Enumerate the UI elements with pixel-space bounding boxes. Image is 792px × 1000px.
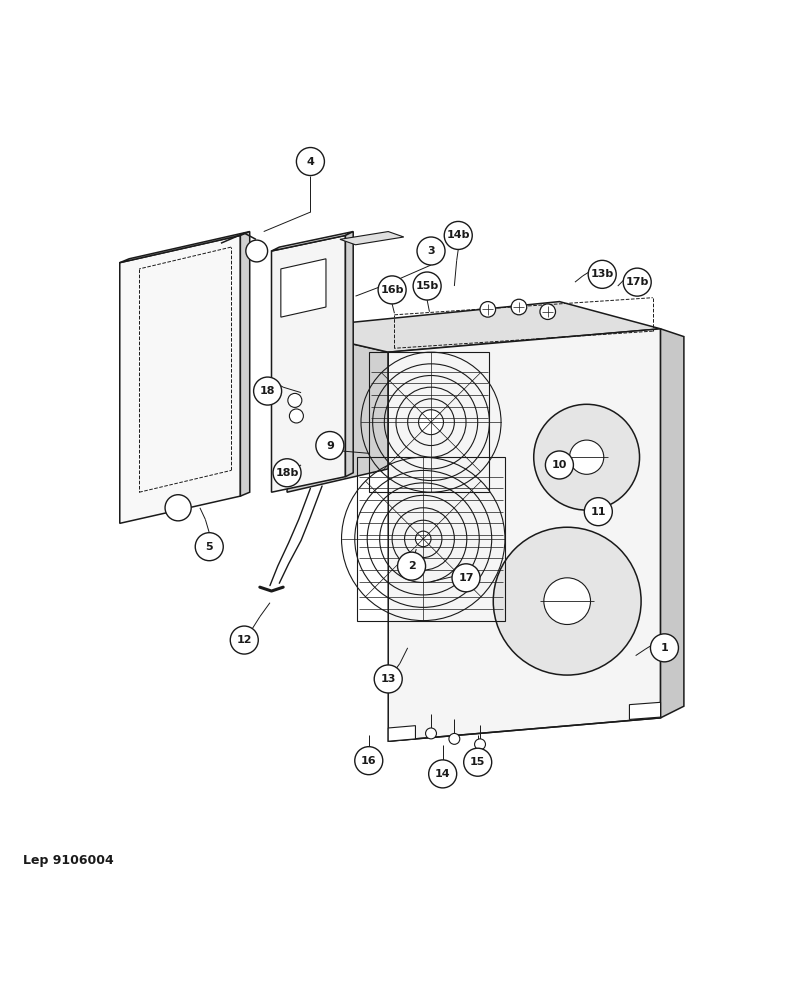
Text: 1: 1 bbox=[661, 643, 668, 653]
Polygon shape bbox=[661, 329, 684, 718]
Circle shape bbox=[374, 665, 402, 693]
Polygon shape bbox=[630, 702, 661, 719]
Text: 2: 2 bbox=[408, 561, 416, 571]
Polygon shape bbox=[120, 232, 249, 263]
Circle shape bbox=[165, 495, 191, 521]
Text: 14: 14 bbox=[435, 769, 451, 779]
Circle shape bbox=[378, 276, 406, 304]
Text: 15: 15 bbox=[470, 757, 485, 767]
Circle shape bbox=[569, 440, 604, 474]
Text: 12: 12 bbox=[237, 635, 252, 645]
Text: 13: 13 bbox=[380, 674, 396, 684]
Text: 4: 4 bbox=[307, 157, 314, 167]
Polygon shape bbox=[272, 235, 345, 492]
Circle shape bbox=[398, 552, 425, 580]
Circle shape bbox=[444, 221, 472, 249]
Circle shape bbox=[428, 760, 457, 788]
Circle shape bbox=[289, 409, 303, 423]
Circle shape bbox=[480, 302, 496, 317]
Circle shape bbox=[273, 459, 301, 487]
Polygon shape bbox=[388, 329, 661, 741]
Circle shape bbox=[355, 747, 383, 775]
Text: 16b: 16b bbox=[380, 285, 404, 295]
Polygon shape bbox=[120, 235, 241, 523]
Text: 17b: 17b bbox=[626, 277, 649, 287]
Text: 11: 11 bbox=[591, 507, 606, 517]
Polygon shape bbox=[345, 232, 353, 477]
Circle shape bbox=[493, 527, 641, 675]
Circle shape bbox=[417, 237, 445, 265]
Text: 10: 10 bbox=[552, 460, 567, 470]
Polygon shape bbox=[241, 232, 249, 496]
Circle shape bbox=[452, 564, 480, 592]
Circle shape bbox=[425, 728, 436, 739]
Circle shape bbox=[413, 272, 441, 300]
Circle shape bbox=[588, 260, 616, 288]
Text: 5: 5 bbox=[205, 542, 213, 552]
Text: 18b: 18b bbox=[276, 468, 299, 478]
Polygon shape bbox=[287, 302, 661, 352]
Text: 9: 9 bbox=[326, 441, 333, 451]
Circle shape bbox=[544, 578, 591, 624]
Circle shape bbox=[463, 748, 492, 776]
Text: 18: 18 bbox=[260, 386, 276, 396]
Polygon shape bbox=[340, 232, 404, 245]
Text: 3: 3 bbox=[427, 246, 435, 256]
Circle shape bbox=[416, 531, 431, 547]
Circle shape bbox=[623, 268, 651, 296]
Polygon shape bbox=[281, 259, 326, 317]
Circle shape bbox=[246, 240, 268, 262]
Circle shape bbox=[316, 432, 344, 460]
Circle shape bbox=[296, 148, 325, 176]
Text: 14b: 14b bbox=[447, 230, 470, 240]
Text: 15b: 15b bbox=[416, 281, 439, 291]
Circle shape bbox=[287, 393, 302, 407]
Circle shape bbox=[230, 626, 258, 654]
Circle shape bbox=[650, 634, 679, 662]
Polygon shape bbox=[388, 726, 416, 741]
Polygon shape bbox=[272, 232, 353, 251]
Circle shape bbox=[196, 533, 223, 561]
Text: Lep 9106004: Lep 9106004 bbox=[22, 854, 113, 867]
Circle shape bbox=[584, 498, 612, 526]
Circle shape bbox=[449, 733, 460, 744]
Polygon shape bbox=[287, 329, 388, 492]
Circle shape bbox=[546, 451, 573, 479]
Circle shape bbox=[418, 410, 444, 435]
Text: 17: 17 bbox=[459, 573, 474, 583]
Circle shape bbox=[253, 377, 282, 405]
Circle shape bbox=[474, 739, 485, 750]
Circle shape bbox=[540, 304, 555, 319]
Text: 13b: 13b bbox=[591, 269, 614, 279]
Text: 16: 16 bbox=[361, 756, 376, 766]
Circle shape bbox=[511, 299, 527, 315]
Circle shape bbox=[534, 404, 640, 510]
